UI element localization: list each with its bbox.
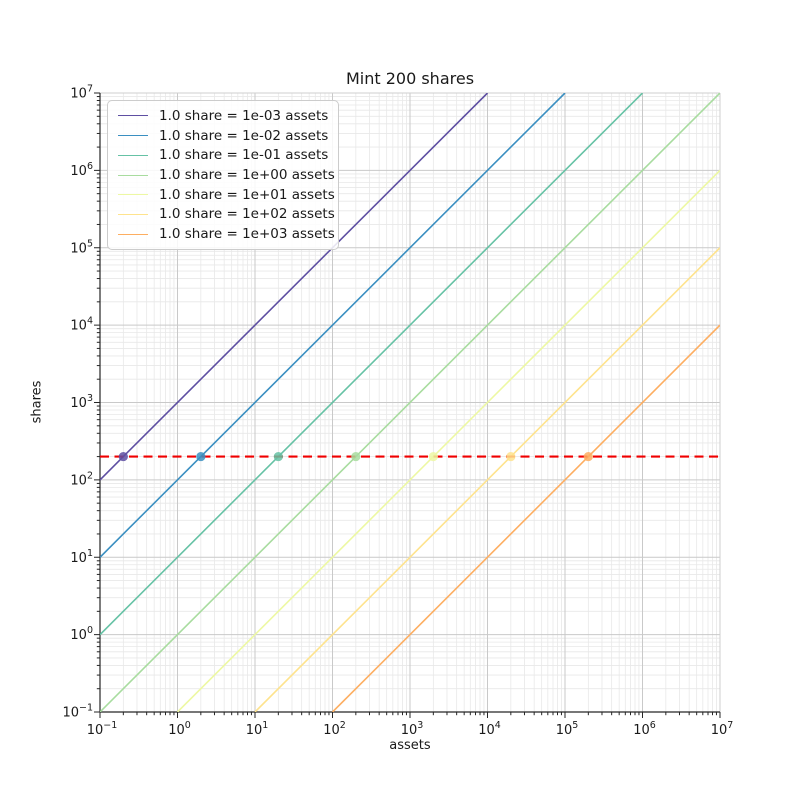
series-marker xyxy=(583,451,593,462)
y-tick-label: 103 xyxy=(70,393,93,411)
y-tick-label: 100 xyxy=(70,625,93,643)
y-tick-label: 106 xyxy=(70,161,93,179)
series-line xyxy=(100,93,720,712)
legend-item: 1.0 share = 1e+01 assets xyxy=(118,185,335,205)
series-line xyxy=(100,93,644,636)
x-tick-label: 107 xyxy=(711,720,734,738)
legend: 1.0 share = 1e-03 assets 1.0 share = 1e-0… xyxy=(107,100,339,250)
x-tick-label: 105 xyxy=(556,720,579,738)
x-tick-label: 106 xyxy=(633,720,656,738)
legend-line-sample xyxy=(118,233,148,235)
x-tick-label: 103 xyxy=(401,720,424,738)
legend-item: 1.0 share = 1e+03 assets xyxy=(118,224,335,244)
x-tick-label: 100 xyxy=(168,720,191,738)
x-axis-label: assets xyxy=(389,738,431,753)
legend-line-sample xyxy=(118,194,148,196)
chart-title: Mint 200 shares xyxy=(345,69,475,88)
y-tick-label: 104 xyxy=(70,316,93,334)
series-marker xyxy=(273,451,283,462)
legend-item: 1.0 share = 1e-01 assets xyxy=(118,145,328,165)
x-tick-label: 101 xyxy=(246,720,269,738)
series-marker xyxy=(351,451,361,462)
legend-item-label: 1.0 share = 1e-01 assets xyxy=(159,147,329,164)
legend-item-label: 1.0 share = 1e+00 assets xyxy=(159,167,335,184)
legend-item: 1.0 share = 1e+02 assets xyxy=(118,205,335,225)
y-tick-label: 107 xyxy=(70,84,93,102)
legend-line-sample xyxy=(118,135,148,137)
legend-item-label: 1.0 share = 1e+03 assets xyxy=(159,226,335,243)
y-tick-label: 10−1 xyxy=(62,703,93,721)
legend-line-sample xyxy=(118,115,148,117)
legend-item-label: 1.0 share = 1e-03 assets xyxy=(159,107,329,124)
series-marker xyxy=(506,451,516,462)
x-tick-label: 104 xyxy=(478,720,501,738)
series-line xyxy=(100,93,566,558)
legend-item: 1.0 share = 1e-02 assets xyxy=(118,126,328,146)
y-tick-label: 101 xyxy=(70,548,93,566)
y-tick-label: 102 xyxy=(70,470,93,488)
legend-item-label: 1.0 share = 1e-02 assets xyxy=(159,127,329,144)
x-tick-label: 102 xyxy=(323,720,346,738)
series-marker xyxy=(196,451,206,462)
y-tick-label: 105 xyxy=(70,238,93,256)
series-line xyxy=(331,324,720,712)
legend-line-sample xyxy=(118,213,148,215)
series-line xyxy=(254,247,720,712)
series-marker xyxy=(118,451,128,462)
x-tick-label: 10−1 xyxy=(87,720,118,738)
series-line xyxy=(100,93,489,481)
legend-item: 1.0 share = 1e+00 assets xyxy=(118,165,335,185)
series-marker xyxy=(428,451,438,462)
series-line xyxy=(176,169,720,712)
legend-line-sample xyxy=(118,154,148,156)
legend-line-sample xyxy=(118,174,148,176)
legend-item: 1.0 share = 1e-03 assets xyxy=(118,106,328,126)
legend-item-label: 1.0 share = 1e+01 assets xyxy=(159,186,335,203)
legend-item-label: 1.0 share = 1e+02 assets xyxy=(159,206,335,223)
